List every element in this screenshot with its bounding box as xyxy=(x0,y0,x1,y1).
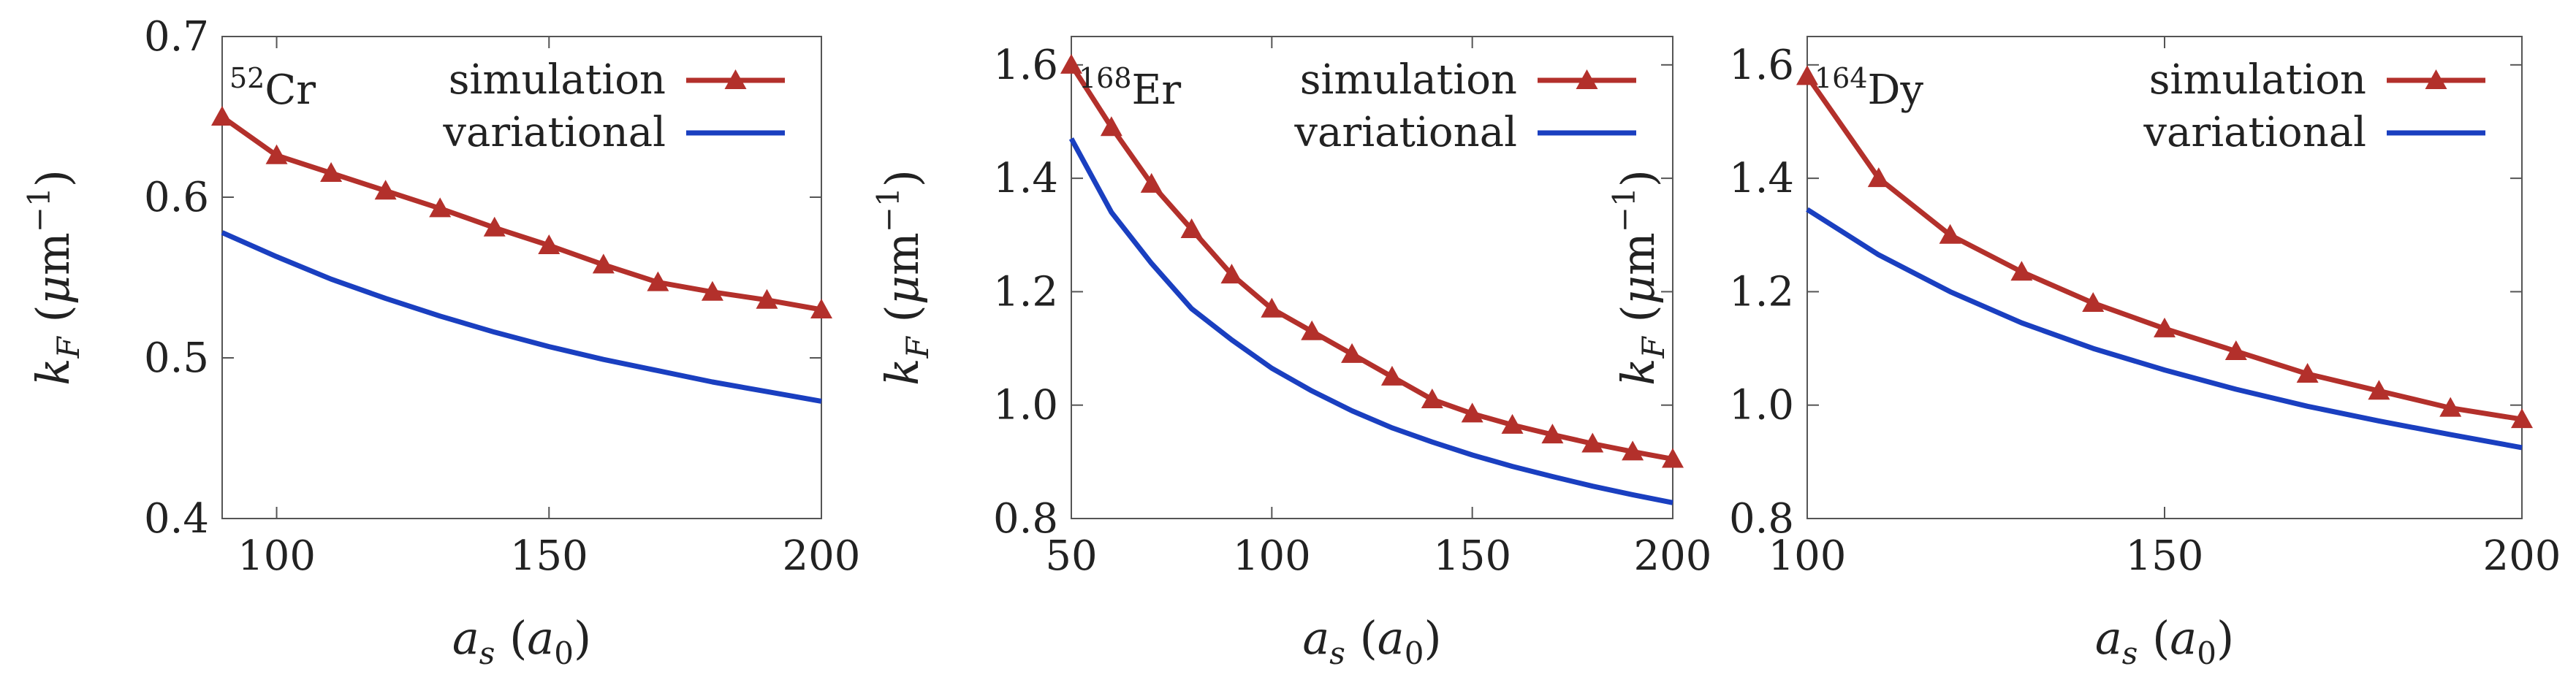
y-tick-label: 1.2 xyxy=(993,268,1058,316)
y-tick-label: 0.8 xyxy=(993,495,1058,543)
data-point-simulation xyxy=(810,299,832,318)
series-line-variational xyxy=(221,230,822,404)
isotope-label: 168Er xyxy=(1079,62,1181,114)
data-point-simulation xyxy=(2082,291,2105,312)
y-tick-label: 1.4 xyxy=(1729,155,1794,202)
data-point-simulation xyxy=(1581,432,1604,453)
data-point-simulation xyxy=(1100,116,1122,137)
data-point-simulation xyxy=(374,180,397,200)
legend-label-variational: variational xyxy=(1293,109,1517,156)
y-tick-label: 0.7 xyxy=(144,13,209,61)
data-point-simulation xyxy=(320,162,343,182)
data-point-simulation xyxy=(2224,340,2247,360)
isotope-label: 52Cr xyxy=(229,62,316,114)
data-point-simulation xyxy=(1461,402,1483,423)
panel-3: 0.8 1.0 1.2 1.4 1.6 100 150 200 164Dy simulation v… xyxy=(1606,36,2561,671)
y-tick-label: 1.0 xyxy=(1729,382,1794,429)
y-tick-label: 1.2 xyxy=(1729,268,1794,316)
data-point-simulation xyxy=(265,144,288,164)
data-point-simulation xyxy=(2296,363,2319,383)
data-point-simulation xyxy=(1622,440,1644,461)
data-point-simulation xyxy=(647,271,669,291)
series-line-variational xyxy=(1806,207,2523,451)
data-point-simulation xyxy=(2154,317,2176,337)
y-tick-label: 1.0 xyxy=(993,382,1058,429)
data-point-simulation xyxy=(2511,408,2533,429)
legend-marker xyxy=(2425,69,2447,89)
legend-label-variational: variational xyxy=(442,109,666,156)
data-point-simulation xyxy=(2010,261,2033,281)
legend-label-simulation: simulation xyxy=(449,56,666,104)
x-tick-label: 100 xyxy=(1233,532,1311,580)
data-point-simulation xyxy=(1501,413,1524,434)
x-tick-label: 100 xyxy=(238,532,316,580)
x-tick-label: 150 xyxy=(510,532,588,580)
panel-1: 0.4 0.5 0.6 0.7 100 150 200 52Cr simulation varia… xyxy=(21,13,860,671)
y-tick-label: 1.6 xyxy=(1729,42,1794,89)
data-point-simulation xyxy=(2368,380,2390,400)
y-axis-label: kF (μm−1) xyxy=(1606,169,1671,386)
y-axis-label: kF (μm−1) xyxy=(21,169,86,386)
y-tick-label: 0.5 xyxy=(144,334,209,382)
x-tick-label: 200 xyxy=(1634,532,1712,580)
data-point-simulation xyxy=(1060,53,1082,74)
data-point-simulation xyxy=(1220,264,1243,284)
series-line-simulation xyxy=(1069,63,1673,462)
legend-marker xyxy=(1576,69,1598,89)
y-tick-label: 0.6 xyxy=(144,174,209,221)
x-tick-label: 200 xyxy=(783,532,861,580)
data-point-simulation xyxy=(1541,424,1564,444)
data-point-simulation xyxy=(483,216,506,237)
data-point-simulation xyxy=(1421,388,1443,408)
data-point-simulation xyxy=(1261,297,1283,318)
data-point-simulation xyxy=(1867,167,1890,188)
x-axis-label: as (a0) xyxy=(1302,611,1441,671)
data-point-simulation xyxy=(1140,172,1163,193)
legend-label-simulation: simulation xyxy=(1300,56,1517,104)
data-point-simulation xyxy=(211,106,233,126)
x-axis-label: as (a0) xyxy=(452,611,591,671)
isotope-label: 164Dy xyxy=(1815,62,1923,114)
data-point-simulation xyxy=(538,234,561,254)
data-point-simulation xyxy=(701,280,723,301)
data-point-simulation xyxy=(1301,320,1323,340)
y-axis-label: kF (μm−1) xyxy=(870,169,935,386)
legend-label-variational: variational xyxy=(2143,109,2366,156)
y-tick-label: 1.6 xyxy=(993,42,1058,89)
x-axis-label: as (a0) xyxy=(2095,611,2234,671)
x-tick-label: 100 xyxy=(1768,532,1847,580)
y-tick-label: 1.4 xyxy=(993,155,1058,202)
data-point-simulation xyxy=(592,253,615,274)
data-point-simulation xyxy=(1939,223,1961,244)
data-point-simulation xyxy=(1180,218,1203,238)
data-point-simulation xyxy=(429,197,452,218)
series-line-simulation xyxy=(220,115,822,313)
y-tick-label: 0.4 xyxy=(144,495,209,543)
data-point-simulation xyxy=(2439,397,2462,417)
panel-2: 0.8 1.0 1.2 1.4 1.6 50 100 150 200 168Er simulatio… xyxy=(870,36,1712,671)
series-line-variational xyxy=(1068,137,1673,505)
x-tick-label: 200 xyxy=(2483,532,2561,580)
data-point-simulation xyxy=(756,288,778,309)
x-tick-label: 150 xyxy=(1433,532,1511,580)
x-tick-label: 50 xyxy=(1045,532,1097,580)
y-tick-label: 0.8 xyxy=(1729,495,1794,543)
plot-frame xyxy=(1071,36,1673,519)
plot-frame xyxy=(221,36,822,519)
data-point-simulation xyxy=(1380,365,1403,386)
x-tick-label: 150 xyxy=(2126,532,2204,580)
data-point-simulation xyxy=(1341,343,1364,363)
data-point-simulation xyxy=(1662,448,1684,468)
data-point-simulation xyxy=(1796,65,1818,85)
legend-label-simulation: simulation xyxy=(2149,56,2366,104)
legend-marker xyxy=(724,69,747,89)
